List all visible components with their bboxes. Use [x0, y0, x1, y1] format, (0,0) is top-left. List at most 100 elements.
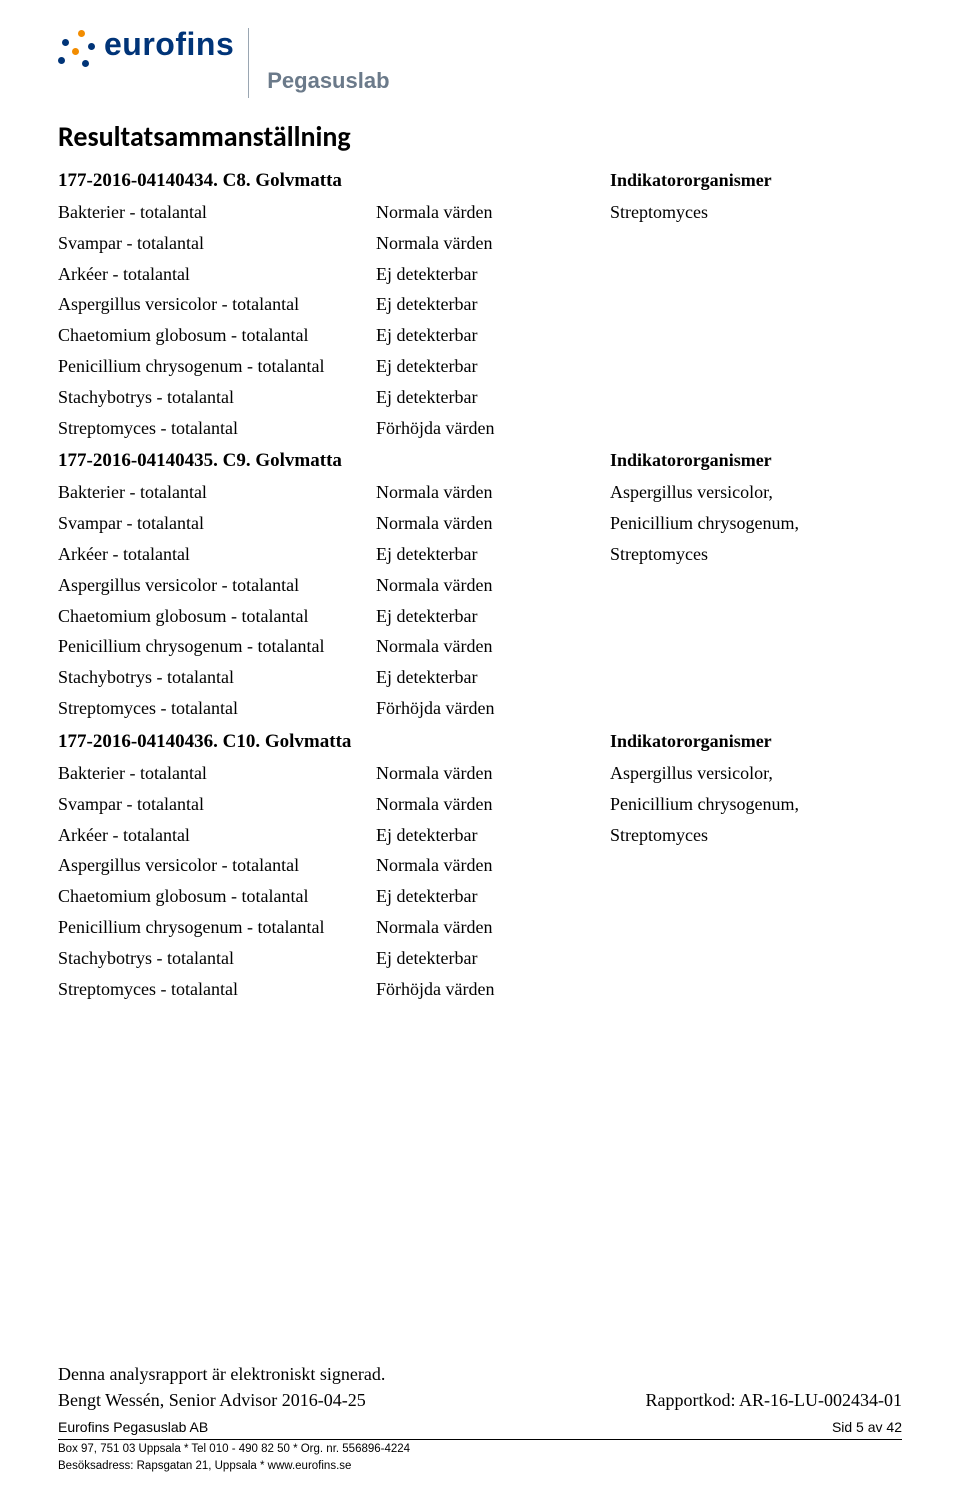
logo-header: eurofins Pegasuslab — [58, 28, 902, 98]
parameter-value: Normala värden — [376, 200, 610, 224]
sample-header-row: 177-2016-04140434. C8. GolvmattaIndikato… — [58, 166, 902, 194]
sample-header-row: 177-2016-04140435. C9. GolvmattaIndikato… — [58, 446, 902, 474]
parameter-value: Normala värden — [376, 511, 610, 535]
result-row: Aspergillus versicolor - totalantalEj de… — [58, 292, 902, 316]
parameter-name: Aspergillus versicolor - totalantal — [58, 292, 376, 316]
parameter-name: Stachybotrys - totalantal — [58, 665, 376, 689]
parameter-name: Aspergillus versicolor - totalantal — [58, 853, 376, 877]
sample-id-header: 177-2016-04140436. C10. Golvmatta — [58, 729, 610, 755]
parameter-value: Normala värden — [376, 915, 610, 939]
parameter-value: Förhöjda värden — [376, 696, 610, 720]
parameter-name: Stachybotrys - totalantal — [58, 946, 376, 970]
page-number: Sid 5 av 42 — [832, 1418, 902, 1437]
logo-mark-icon — [58, 30, 98, 70]
page-footer: Denna analysrapport är elektroniskt sign… — [58, 1362, 902, 1475]
signature-statement: Denna analysrapport är elektroniskt sign… — [58, 1362, 902, 1386]
result-row: Svampar - totalantalNormala värdenPenici… — [58, 511, 902, 535]
parameter-name: Chaetomium globosum - totalantal — [58, 604, 376, 628]
result-row: Streptomyces - totalantalFörhöjda värden — [58, 416, 902, 440]
parameter-name: Penicillium chrysogenum - totalantal — [58, 915, 376, 939]
document-page: eurofins Pegasuslab Resultatsammanställn… — [0, 0, 960, 1499]
result-row: Penicillium chrysogenum - totalantalNorm… — [58, 915, 902, 939]
result-row: Bakterier - totalantalNormala värdenAspe… — [58, 480, 902, 504]
logo-dot-icon — [62, 39, 69, 46]
parameter-value: Förhöjda värden — [376, 416, 610, 440]
parameter-name: Aspergillus versicolor - totalantal — [58, 573, 376, 597]
parameter-value: Ej detekterbar — [376, 262, 610, 286]
result-row: Aspergillus versicolor - totalantalNorma… — [58, 573, 902, 597]
result-row: Chaetomium globosum - totalantalEj detek… — [58, 604, 902, 628]
parameter-value: Normala värden — [376, 853, 610, 877]
parameter-value: Ej detekterbar — [376, 884, 610, 908]
logo-text-block: eurofins — [104, 28, 234, 60]
indicator-header: Indikatororganismer — [610, 168, 902, 192]
result-row: Penicillium chrysogenum - totalantalEj d… — [58, 354, 902, 378]
parameter-value: Ej detekterbar — [376, 292, 610, 316]
parameter-name: Streptomyces - totalantal — [58, 696, 376, 720]
indicator-organism: Aspergillus versicolor, — [610, 761, 902, 785]
footer-rule — [58, 1439, 902, 1440]
indicator-organism: Streptomyces — [610, 200, 902, 224]
footer-address-1: Box 97, 751 03 Uppsala * Tel 010 - 490 8… — [58, 1442, 902, 1458]
indicator-header: Indikatororganismer — [610, 448, 902, 472]
parameter-name: Svampar - totalantal — [58, 511, 376, 535]
parameter-name: Arkéer - totalantal — [58, 542, 376, 566]
parameter-value: Normala värden — [376, 761, 610, 785]
indicator-organism: Streptomyces — [610, 823, 902, 847]
parameter-value: Ej detekterbar — [376, 354, 610, 378]
parameter-name: Svampar - totalantal — [58, 231, 376, 255]
footer-address-2: Besöksadress: Rapsgatan 21, Uppsala * ww… — [58, 1459, 902, 1475]
parameter-name: Arkéer - totalantal — [58, 262, 376, 286]
parameter-name: Chaetomium globosum - totalantal — [58, 323, 376, 347]
parameter-value: Ej detekterbar — [376, 823, 610, 847]
parameter-value: Normala värden — [376, 792, 610, 816]
result-row: Arkéer - totalantalEj detekterbar — [58, 262, 902, 286]
parameter-value: Ej detekterbar — [376, 946, 610, 970]
logo-dot-icon — [72, 48, 79, 55]
parameter-name: Penicillium chrysogenum - totalantal — [58, 354, 376, 378]
parameter-name: Svampar - totalantal — [58, 792, 376, 816]
parameter-value: Normala värden — [376, 634, 610, 658]
parameter-value: Förhöjda värden — [376, 977, 610, 1001]
result-row: Svampar - totalantalNormala värdenPenici… — [58, 792, 902, 816]
parameter-name: Arkéer - totalantal — [58, 823, 376, 847]
result-row: Streptomyces - totalantalFörhöjda värden — [58, 696, 902, 720]
results-list: 177-2016-04140434. C8. GolvmattaIndikato… — [58, 166, 902, 1001]
indicator-organism: Penicillium chrysogenum, — [610, 511, 902, 535]
parameter-value: Ej detekterbar — [376, 542, 610, 566]
result-row: Streptomyces - totalantalFörhöjda värden — [58, 977, 902, 1001]
indicator-organism: Penicillium chrysogenum, — [610, 792, 902, 816]
parameter-value: Ej detekterbar — [376, 385, 610, 409]
parameter-value: Normala värden — [376, 231, 610, 255]
parameter-value: Ej detekterbar — [376, 323, 610, 347]
parameter-name: Chaetomium globosum - totalantal — [58, 884, 376, 908]
result-row: Chaetomium globosum - totalantalEj detek… — [58, 323, 902, 347]
indicator-organism: Streptomyces — [610, 542, 902, 566]
brand-sublabel: Pegasuslab — [267, 66, 389, 96]
result-row: Arkéer - totalantalEj detekterbarStrepto… — [58, 823, 902, 847]
signer-name: Bengt Wessén, Senior Advisor 2016-04-25 — [58, 1388, 366, 1412]
result-row: Stachybotrys - totalantalEj detekterbar — [58, 385, 902, 409]
parameter-value: Normala värden — [376, 573, 610, 597]
sample-id-header: 177-2016-04140434. C8. Golvmatta — [58, 168, 610, 194]
parameter-value: Normala värden — [376, 480, 610, 504]
report-code: Rapportkod: AR-16-LU-002434-01 — [646, 1388, 902, 1412]
company-name: Eurofins Pegasuslab AB — [58, 1418, 208, 1437]
parameter-name: Bakterier - totalantal — [58, 480, 376, 504]
logo-divider — [248, 28, 249, 98]
indicator-organism: Aspergillus versicolor, — [610, 480, 902, 504]
sample-id-header: 177-2016-04140435. C9. Golvmatta — [58, 448, 610, 474]
parameter-name: Bakterier - totalantal — [58, 761, 376, 785]
parameter-name: Stachybotrys - totalantal — [58, 385, 376, 409]
logo-dot-icon — [58, 57, 65, 64]
page-title: Resultatsammanställning — [58, 118, 902, 156]
brand-name: eurofins — [104, 28, 234, 60]
indicator-header: Indikatororganismer — [610, 729, 902, 753]
logo-dot-icon — [88, 43, 95, 50]
result-row: Penicillium chrysogenum - totalantalNorm… — [58, 634, 902, 658]
parameter-name: Streptomyces - totalantal — [58, 977, 376, 1001]
result-row: Stachybotrys - totalantalEj detekterbar — [58, 665, 902, 689]
result-row: Svampar - totalantalNormala värden — [58, 231, 902, 255]
result-row: Chaetomium globosum - totalantalEj detek… — [58, 884, 902, 908]
parameter-value: Ej detekterbar — [376, 604, 610, 628]
